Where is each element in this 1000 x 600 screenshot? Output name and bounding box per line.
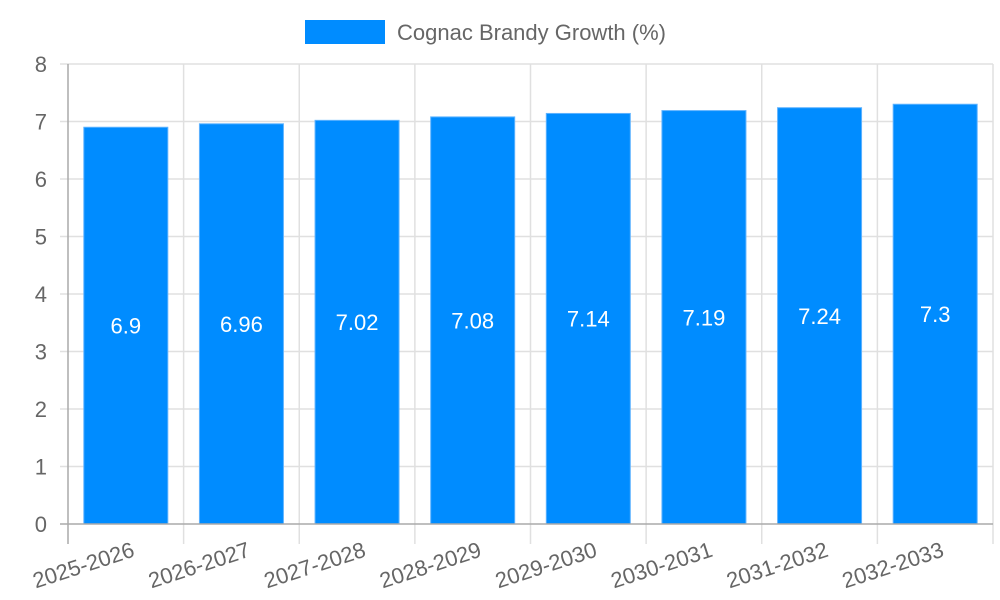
x-tick-label: 2028-2029 bbox=[376, 537, 484, 593]
x-tick-label: 2029-2030 bbox=[492, 537, 600, 593]
x-tick-label: 2032-2033 bbox=[839, 537, 947, 593]
legend-label: Cognac Brandy Growth (%) bbox=[397, 20, 666, 45]
y-tick-label: 2 bbox=[35, 397, 47, 422]
bar[interactable] bbox=[777, 107, 863, 525]
y-tick-label: 4 bbox=[35, 282, 47, 307]
y-tick-label: 3 bbox=[35, 340, 47, 365]
bar-value-label: 7.19 bbox=[683, 305, 726, 330]
bar-value-label: 7.3 bbox=[920, 302, 951, 327]
legend-swatch bbox=[305, 20, 385, 44]
x-tick-label: 2031-2032 bbox=[723, 537, 831, 593]
bar[interactable] bbox=[198, 123, 284, 525]
bar-value-label: 7.14 bbox=[567, 307, 610, 332]
legend[interactable]: Cognac Brandy Growth (%) bbox=[305, 20, 666, 45]
y-tick-label: 6 bbox=[35, 167, 47, 192]
bar[interactable] bbox=[430, 116, 516, 525]
x-tick-label: 2025-2026 bbox=[30, 537, 138, 593]
bar-value-label: 7.02 bbox=[336, 310, 379, 335]
y-tick-label: 0 bbox=[35, 512, 47, 537]
bar[interactable] bbox=[314, 119, 400, 525]
bar-value-label: 7.24 bbox=[798, 304, 841, 329]
bar-value-label: 7.08 bbox=[451, 308, 494, 333]
y-tick-label: 5 bbox=[35, 225, 47, 250]
x-tick-label: 2027-2028 bbox=[261, 537, 369, 593]
y-tick-label: 7 bbox=[35, 110, 47, 135]
bar[interactable] bbox=[892, 103, 978, 525]
x-tick-label: 2030-2031 bbox=[608, 537, 716, 593]
y-tick-label: 1 bbox=[35, 455, 47, 480]
y-tick-label: 8 bbox=[35, 52, 47, 77]
bar[interactable] bbox=[83, 126, 169, 525]
bar[interactable] bbox=[545, 112, 631, 525]
x-tick-label: 2026-2027 bbox=[145, 537, 253, 593]
bar-value-label: 6.96 bbox=[220, 312, 263, 337]
bar[interactable] bbox=[661, 110, 747, 525]
bar-value-label: 6.9 bbox=[111, 314, 142, 339]
bars: 6.9 6.96 7.02 7.08 7.14 7.19 7.24 7.3 bbox=[83, 103, 978, 525]
